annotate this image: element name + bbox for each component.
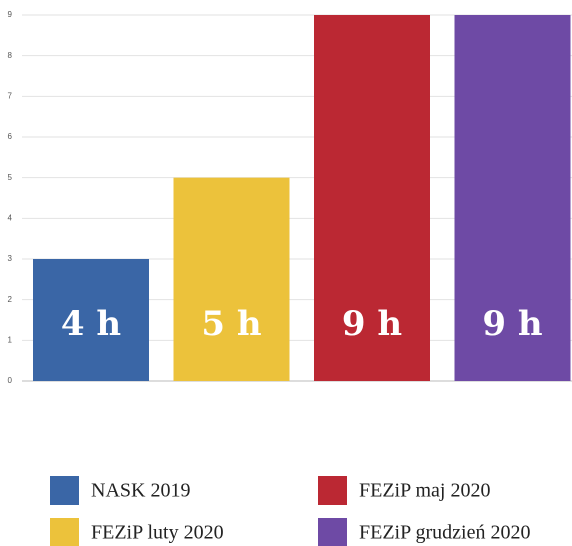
y-tick-label: 1 xyxy=(8,335,13,344)
bar xyxy=(454,15,571,381)
y-tick-label: 6 xyxy=(8,132,13,141)
y-tick-label: 9 xyxy=(8,10,13,19)
bar xyxy=(314,15,430,381)
bar-annotation: 5 h xyxy=(201,304,261,344)
bar-annotation: 4 h xyxy=(61,304,121,344)
bar xyxy=(33,259,149,381)
legend-label: NASK 2019 xyxy=(91,480,190,502)
bar xyxy=(173,177,290,381)
bar-annotation: 9 h xyxy=(482,304,542,344)
y-tick-label: 4 xyxy=(8,213,13,222)
legend-label: FEZiP luty 2020 xyxy=(91,522,224,544)
y-tick-label: 3 xyxy=(8,254,13,263)
y-tick-label: 7 xyxy=(8,91,13,100)
y-tick-label: 0 xyxy=(8,376,13,385)
legend-swatch xyxy=(318,518,347,546)
legend-swatch xyxy=(50,518,79,546)
y-tick-label: 5 xyxy=(8,173,13,182)
legend-label: FEZiP maj 2020 xyxy=(359,480,490,502)
legend-swatch xyxy=(318,476,347,505)
legend-label: FEZiP grudzień 2020 xyxy=(359,522,530,544)
y-tick-label: 2 xyxy=(8,295,13,304)
y-tick-label: 8 xyxy=(8,51,13,60)
legend-swatch xyxy=(50,476,79,505)
bar-annotation: 9 h xyxy=(342,304,402,344)
